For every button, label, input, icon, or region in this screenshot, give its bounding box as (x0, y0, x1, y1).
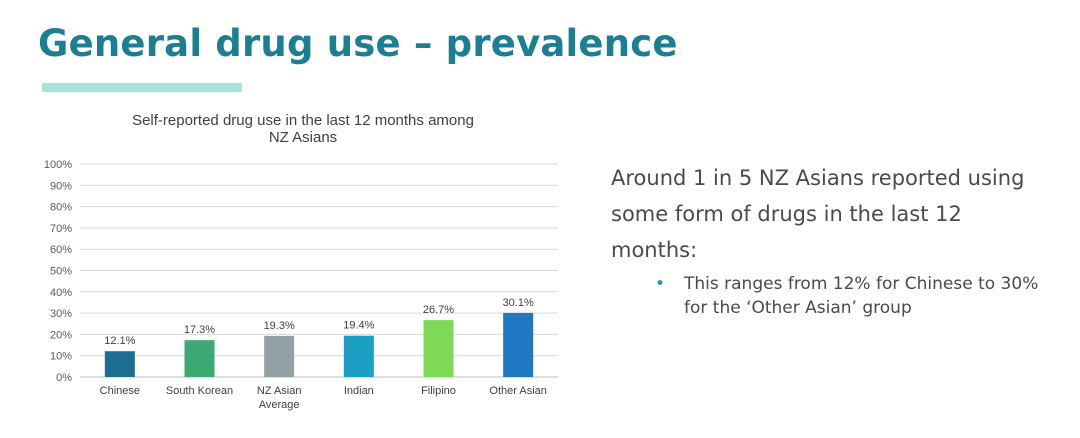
y-tick-label: 10% (50, 351, 72, 363)
bar (423, 320, 454, 377)
bar (503, 312, 534, 377)
y-tick-label: 100% (44, 159, 72, 171)
bar (343, 335, 374, 377)
bar (104, 351, 135, 377)
data-label: 26.7% (423, 304, 454, 316)
y-tick-label: 30% (50, 308, 72, 320)
chart-title-line: NZ Asians (269, 129, 337, 146)
slide-title: General drug use – prevalence (38, 22, 678, 65)
y-tick-label: 80% (50, 202, 72, 214)
category-label: Chinese (100, 385, 140, 397)
data-label: 30.1% (503, 297, 534, 309)
data-label: 17.3% (184, 324, 215, 336)
chart-title-line: Self-reported drug use in the last 12 mo… (132, 112, 474, 129)
y-tick-label: 70% (50, 223, 72, 235)
y-tick-label: 50% (50, 266, 72, 278)
category-label: South Korean (166, 385, 233, 397)
category-label: Other Asian (489, 385, 546, 397)
category-label: Indian (344, 385, 374, 397)
title-underline (42, 83, 242, 92)
y-tick-label: 20% (50, 329, 72, 341)
y-tick-label: 0% (56, 372, 72, 384)
data-label: 12.1% (104, 335, 135, 347)
data-label: 19.4% (343, 320, 374, 332)
bar (184, 340, 215, 377)
y-tick-label: 40% (50, 287, 72, 299)
category-label: Average (259, 399, 300, 411)
y-tick-label: 60% (50, 244, 72, 256)
category-label: NZ Asian (257, 385, 302, 397)
bullet-dot-icon: • (655, 274, 666, 294)
bullet-text: This ranges from 12% for Chinese to 30% … (684, 274, 1039, 318)
summary-text: Around 1 in 5 NZ Asians reported using s… (611, 166, 1025, 262)
category-label: Filipino (421, 385, 456, 397)
bar (264, 335, 295, 377)
data-label: 19.3% (264, 320, 295, 332)
y-tick-label: 90% (50, 180, 72, 192)
